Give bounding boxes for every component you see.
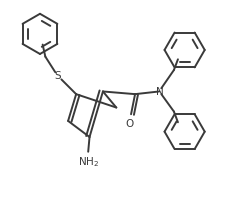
Text: NH$_2$: NH$_2$: [78, 155, 99, 168]
Text: O: O: [126, 118, 134, 128]
Text: N: N: [156, 86, 164, 96]
Text: S: S: [54, 71, 61, 81]
